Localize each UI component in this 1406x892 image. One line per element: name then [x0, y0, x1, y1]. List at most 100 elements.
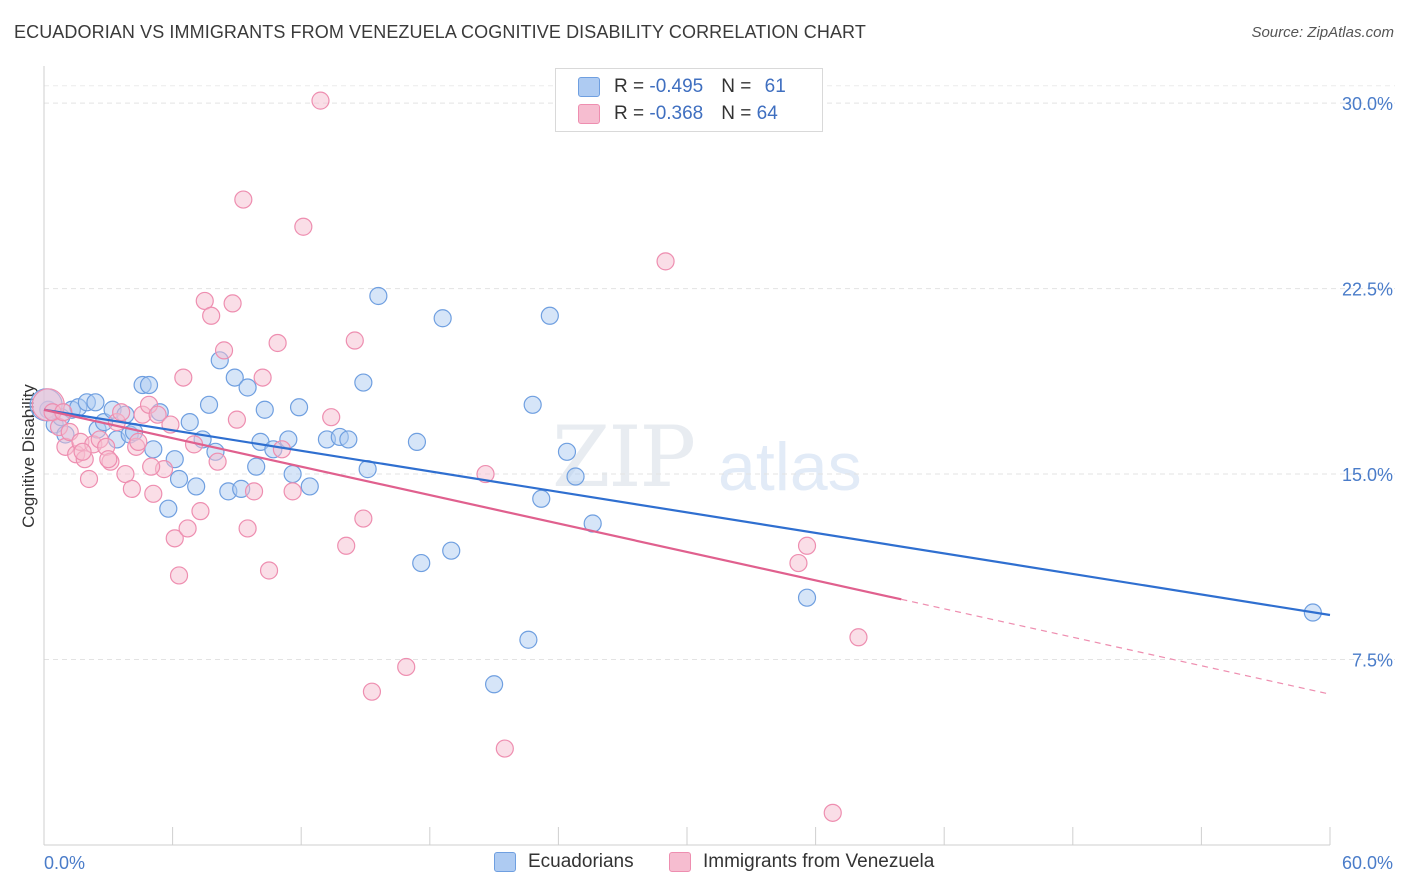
ecuadorian-trend-line	[43, 408, 1331, 617]
venezuela-point	[345, 331, 364, 350]
ecuadorian-point	[412, 553, 431, 573]
venezuela-point	[789, 553, 808, 573]
ecuadorian-point	[485, 675, 504, 694]
r-label: R =	[614, 76, 650, 97]
ecuadorian-point	[797, 588, 817, 607]
ecuadorian-point	[557, 442, 577, 461]
venezuela-point	[656, 252, 675, 271]
ecuadorian-point	[369, 286, 388, 306]
watermark-zip: ZIP	[552, 408, 696, 506]
pink-swatch	[669, 852, 691, 872]
x-tick-label: 0.0%	[44, 853, 85, 873]
venezuela-point	[244, 482, 264, 501]
legend-item-venezuela[interactable]: Immigrants from Venezuela	[669, 851, 934, 873]
venezuela-point	[476, 464, 495, 484]
venezuela-point	[259, 561, 279, 580]
venezuela-point	[142, 457, 161, 476]
venezuela-point	[112, 403, 131, 422]
ecuadorian-point	[225, 368, 244, 387]
legend-label-ecuadorians: Ecuadorians	[528, 851, 634, 872]
ecuadorian-point	[540, 306, 559, 325]
venezuela-point	[73, 442, 92, 461]
ecuadorian-point	[407, 432, 427, 451]
ecuadorian-point	[187, 477, 206, 496]
ecuadorian-point	[255, 400, 274, 419]
ecuadorian-point	[519, 630, 538, 649]
ecuadorian-point	[180, 413, 199, 432]
n-value: 61	[764, 76, 786, 97]
r-value: -0.368	[649, 103, 704, 124]
stats-legend: R = -0.495 N = 61 R = -0.368 N = 64	[555, 68, 823, 132]
venezuela-point	[337, 536, 356, 555]
venezuela-point	[397, 657, 416, 677]
n-label: N =	[721, 76, 757, 97]
venezuela-trend-line	[43, 408, 902, 601]
blue-swatch	[494, 852, 516, 872]
ecuadorian-point	[144, 440, 163, 459]
ecuadorian-point	[199, 395, 219, 414]
y-tick-label: 22.5%	[1342, 280, 1393, 300]
ecuadorian-point	[433, 309, 452, 328]
venezuela-point	[227, 410, 246, 429]
venezuela-point	[165, 529, 184, 548]
venezuela-point	[849, 628, 868, 647]
series-legend: Ecuadorians Immigrants from Venezuela	[0, 851, 1406, 877]
r-label: R =	[614, 103, 650, 124]
ecuadorian-point	[300, 477, 319, 496]
source-label: Source: ZipAtlas.com	[1251, 24, 1394, 41]
venezuela-point	[234, 190, 253, 209]
ecuadorian-point	[238, 378, 257, 397]
legend-item-ecuadorians[interactable]: Ecuadorians	[494, 851, 634, 873]
r-value: -0.495	[649, 76, 704, 97]
ecuadorian-point	[283, 464, 302, 484]
venezuela-point	[191, 502, 210, 521]
y-tick-label: 15.0%	[1342, 465, 1393, 485]
venezuela-point	[178, 519, 197, 538]
pink-swatch	[578, 104, 600, 124]
venezuela-point	[311, 91, 330, 110]
ecuadorian-point	[442, 541, 461, 560]
venezuela-point	[253, 368, 272, 387]
venezuela-point	[797, 536, 817, 555]
legend-label-venezuela: Immigrants from Venezuela	[703, 851, 935, 872]
venezuela-point	[79, 469, 99, 489]
ecuadorian-point	[247, 457, 266, 476]
venezuela-point	[174, 368, 193, 387]
ecuadorian-point	[532, 489, 551, 508]
venezuela-point	[99, 450, 118, 469]
ecuadorian-point	[354, 373, 373, 392]
ecuadorian-point	[339, 430, 358, 449]
stats-legend-row-ecuadorians: R = -0.495 N = 61	[578, 74, 786, 100]
ecuadorian-point	[523, 395, 542, 414]
venezuela-trend-extension	[901, 598, 1331, 695]
blue-swatch	[578, 77, 600, 97]
ecuadorian-point	[159, 499, 178, 518]
ecuadorian-point	[86, 393, 105, 412]
venezuela-point	[129, 432, 148, 451]
n-value: 64	[756, 103, 778, 124]
ecuadorian-point	[139, 375, 159, 395]
y-tick-label: 30.0%	[1342, 94, 1393, 114]
venezuela-point	[495, 739, 514, 758]
watermark-atlas: atlas	[718, 429, 862, 505]
venezuela-point	[322, 408, 341, 427]
venezuela-point	[169, 566, 189, 585]
ecuadorian-point	[566, 467, 585, 486]
venezuela-point	[208, 452, 227, 471]
venezuela-point	[238, 519, 257, 538]
venezuela-point	[354, 509, 373, 528]
venezuela-point	[362, 682, 382, 701]
venezuela-point	[148, 405, 167, 424]
n-label: N =	[721, 103, 757, 124]
ecuadorian-point	[289, 398, 309, 417]
venezuela-point	[294, 217, 313, 236]
venezuela-point	[823, 803, 842, 822]
venezuela-point	[144, 484, 163, 503]
stats-legend-row-venezuela: R = -0.368 N = 64	[578, 101, 778, 127]
venezuela-point	[283, 482, 302, 501]
venezuela-point	[268, 333, 287, 353]
y-axis-label: Cognitive Disability	[19, 384, 38, 528]
y-tick-label: 7.5%	[1352, 651, 1393, 671]
ecuadorian-point	[169, 469, 189, 489]
